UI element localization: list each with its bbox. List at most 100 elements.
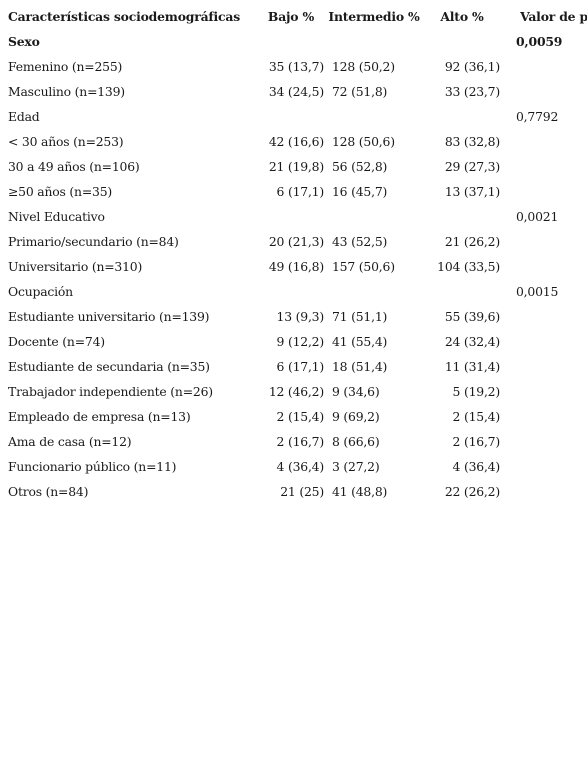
cell-bajo: 13 (9,3): [276, 309, 325, 324]
cell-intermedio: 16 (45,7): [332, 184, 388, 199]
cell-bajo: 49 (16,8): [268, 259, 324, 274]
table-row: Ocupación 0,0015: [6, 279, 587, 304]
row-label: Estudiante de secundaria (n=35): [8, 359, 210, 374]
header-intermedio: Intermedio %: [328, 9, 420, 24]
cell-alto: [422, 104, 502, 129]
cell-alto: 92 (36,1): [444, 59, 500, 74]
row-label: Otros (n=84): [8, 484, 89, 499]
table-row: ≥50 años (n=35) 6 (17,1) 16 (45,7) 13 (37,1…: [6, 179, 587, 204]
cell-intermedio: [326, 29, 422, 54]
cell-bajo: 6 (17,1): [276, 184, 325, 199]
cell-valor-p: 0,0059: [516, 34, 563, 49]
header-bajo: Bajo %: [267, 9, 315, 24]
table-row: Empleado de empresa (n=13) 2 (15,4) 9 (69,…: [6, 404, 587, 429]
cell-valor-p: [502, 229, 587, 254]
header-characteristics: Características sociodemográficas: [8, 9, 240, 24]
cell-alto: 22 (26,2): [444, 484, 500, 499]
row-label: Ama de casa (n=12): [8, 434, 132, 449]
table-row: Trabajador independiente (n=26) 12 (46,2)…: [6, 379, 587, 404]
cell-alto: 33 (23,7): [444, 84, 500, 99]
cell-valor-p: [502, 129, 587, 154]
row-label: Masculino (n=139): [8, 84, 125, 99]
cell-bajo: 12 (46,2): [268, 384, 324, 399]
cell-valor-p: [502, 454, 587, 479]
table-row: Estudiante universitario (n=139) 13 (9,3)…: [6, 304, 587, 329]
cell-valor-p: 0,7792: [516, 109, 559, 124]
table-row: 30 a 49 años (n=106) 21 (19,8) 56 (52,8) 29…: [6, 154, 587, 179]
cell-alto: [422, 279, 502, 304]
row-label: Nivel Educativo: [8, 209, 105, 224]
cell-bajo: 21 (19,8): [268, 159, 324, 174]
row-label: Ocupación: [8, 284, 73, 299]
cell-alto: 83 (32,8): [444, 134, 500, 149]
row-label: Estudiante universitario (n=139): [8, 309, 210, 324]
cell-bajo: 20 (21,3): [268, 234, 324, 249]
row-label: Universitario (n=310): [8, 259, 143, 274]
cell-valor-p: [502, 354, 587, 379]
cell-valor-p: [502, 329, 587, 354]
cell-intermedio: [326, 279, 422, 304]
row-label: 30 a 49 años (n=106): [8, 159, 140, 174]
table-row: Docente (n=74) 9 (12,2) 41 (55,4) 24 (32,4): [6, 329, 587, 354]
sociodemographic-table: Características sociodemográficas Bajo %…: [6, 4, 587, 504]
table-row: Sexo 0,0059: [6, 29, 587, 54]
cell-intermedio: 128 (50,6): [332, 134, 395, 149]
row-label: Funcionario público (n=11): [8, 459, 177, 474]
cell-bajo: 21 (25): [280, 484, 324, 499]
table-row: Primario/secundario (n=84) 20 (21,3) 43 (5…: [6, 229, 587, 254]
cell-bajo: 2 (15,4): [276, 409, 325, 424]
cell-bajo: 2 (16,7): [276, 434, 325, 449]
cell-alto: 2 (15,4): [452, 409, 501, 424]
cell-bajo: [256, 204, 326, 229]
cell-bajo: 6 (17,1): [276, 359, 325, 374]
row-label: Docente (n=74): [8, 334, 105, 349]
table-body: Sexo 0,0059 Femenino (n=255) 35 (13,7) 128 (…: [6, 29, 587, 504]
cell-alto: 5 (19,2): [452, 384, 501, 399]
table-row: Edad 0,7792: [6, 104, 587, 129]
cell-alto: 4 (36,4): [452, 459, 501, 474]
cell-bajo: 34 (24,5): [268, 84, 324, 99]
cell-valor-p: 0,0015: [516, 284, 559, 299]
row-label: ≥50 años (n=35): [8, 184, 113, 199]
table-row: Universitario (n=310) 49 (16,8) 157 (50,6)…: [6, 254, 587, 279]
table-row: Estudiante de secundaria (n=35) 6 (17,1) 1…: [6, 354, 587, 379]
table-row: Ama de casa (n=12) 2 (16,7) 8 (66,6) 2 (16,…: [6, 429, 587, 454]
cell-intermedio: 9 (69,2): [332, 409, 380, 424]
table-row: < 30 años (n=253) 42 (16,6) 128 (50,6) 83 (…: [6, 129, 587, 154]
row-label: Femenino (n=255): [8, 59, 123, 74]
row-label: Sexo: [8, 34, 40, 49]
cell-valor-p: [502, 154, 587, 179]
cell-intermedio: 157 (50,6): [332, 259, 395, 274]
cell-alto: 55 (39,6): [444, 309, 500, 324]
cell-valor-p: [502, 304, 587, 329]
cell-valor-p: 0,0021: [516, 209, 559, 224]
cell-intermedio: 43 (52,5): [332, 234, 388, 249]
cell-valor-p: [502, 79, 587, 104]
row-label: Edad: [8, 109, 40, 124]
cell-alto: 104 (33,5): [437, 259, 500, 274]
cell-intermedio: 41 (55,4): [332, 334, 388, 349]
cell-bajo: [256, 104, 326, 129]
table-row: Otros (n=84) 21 (25) 41 (48,8) 22 (26,2): [6, 479, 587, 504]
cell-alto: 29 (27,3): [444, 159, 500, 174]
cell-intermedio: 128 (50,2): [332, 59, 395, 74]
cell-intermedio: 41 (48,8): [332, 484, 388, 499]
table-header-row: Características sociodemográficas Bajo %…: [6, 4, 587, 29]
cell-intermedio: [326, 204, 422, 229]
cell-valor-p: [502, 254, 587, 279]
cell-intermedio: 56 (52,8): [332, 159, 388, 174]
cell-valor-p: [502, 379, 587, 404]
cell-intermedio: 18 (51,4): [332, 359, 388, 374]
header-valor-p: Valor de p: [520, 9, 587, 24]
cell-intermedio: 3 (27,2): [332, 459, 380, 474]
header-alto: Alto %: [440, 9, 484, 24]
cell-alto: 13 (37,1): [444, 184, 500, 199]
row-label: Empleado de empresa (n=13): [8, 409, 191, 424]
cell-alto: [422, 204, 502, 229]
cell-bajo: 4 (36,4): [276, 459, 325, 474]
cell-bajo: 9 (12,2): [276, 334, 325, 349]
cell-intermedio: 9 (34,6): [332, 384, 380, 399]
table-row: Masculino (n=139) 34 (24,5) 72 (51,8) 33 (2…: [6, 79, 587, 104]
cell-bajo: [256, 29, 326, 54]
cell-valor-p: [502, 179, 587, 204]
